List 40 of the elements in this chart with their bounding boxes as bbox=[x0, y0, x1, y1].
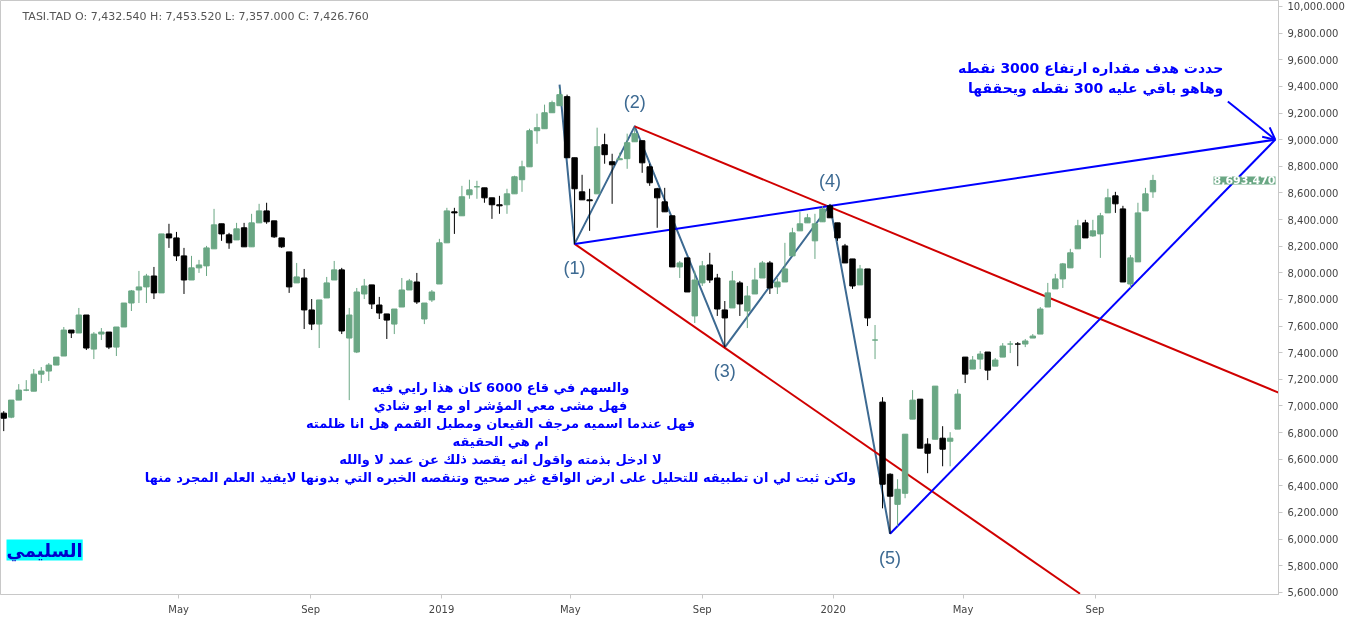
x-tick-label: May bbox=[952, 603, 974, 615]
x-tick-label: 2020 bbox=[820, 603, 846, 615]
x-tick-label: May bbox=[168, 603, 190, 615]
y-tick-label: 8,400.000 bbox=[1287, 214, 1339, 226]
x-tick-label: Sep bbox=[1085, 603, 1105, 615]
y-tick-label: 8,800.000 bbox=[1287, 161, 1339, 173]
annotation: (5) bbox=[879, 547, 902, 568]
annotation: (3) bbox=[713, 361, 736, 382]
y-tick-label: 5,800.000 bbox=[1287, 560, 1339, 572]
y-tick-label: 7,200.000 bbox=[1287, 374, 1339, 386]
text: TASI.TAD O: 7,432.540 H: 7,453.520 L: 7,357.000 C: 7,426.760 bbox=[21, 10, 369, 23]
y-tick-label: 8,200.000 bbox=[1287, 241, 1339, 253]
annotation: (2) bbox=[623, 92, 646, 113]
x-tick-label: Sep bbox=[301, 603, 321, 615]
y-tick-label: 9,000.000 bbox=[1287, 134, 1339, 146]
y-tick-label: 7,000.000 bbox=[1287, 400, 1339, 412]
annotation: حددت هدف مقداره ارتفاع 3000 نقطه وهاهو باقي عليه 300 نقطه ويحققها bbox=[958, 60, 1224, 97]
y-tick-label: 8,000.000 bbox=[1287, 267, 1339, 279]
y-tick-label: 7,800.000 bbox=[1287, 294, 1339, 306]
x-tick-label: May bbox=[559, 603, 581, 615]
y-tick-label: 7,600.000 bbox=[1287, 321, 1339, 333]
y-tick-label: 7,400.000 bbox=[1287, 347, 1339, 359]
y-tick-label: 6,000.000 bbox=[1287, 534, 1339, 546]
y-tick-label: 5,600.000 bbox=[1287, 587, 1339, 599]
annotation: السليمي bbox=[6, 539, 83, 562]
y-tick-label: 6,800.000 bbox=[1287, 427, 1339, 439]
x-tick-label: Sep bbox=[692, 603, 712, 615]
y-tick-label: 9,200.000 bbox=[1287, 108, 1339, 120]
annotation: (1) bbox=[563, 257, 586, 278]
x-tick-label: 2019 bbox=[428, 603, 455, 615]
y-tick-label: 6,200.000 bbox=[1287, 507, 1339, 519]
annotation: 8,693.470 bbox=[1213, 174, 1276, 188]
y-tick-label: 6,600.000 bbox=[1287, 454, 1339, 466]
y-tick-label: 9,600.000 bbox=[1287, 54, 1339, 66]
y-tick-label: 6,400.000 bbox=[1287, 480, 1339, 492]
y-tick-label: 9,800.000 bbox=[1287, 28, 1339, 40]
annotation: (4) bbox=[818, 170, 841, 191]
y-tick-label: 9,400.000 bbox=[1287, 81, 1339, 93]
y-tick-label: 8,600.000 bbox=[1287, 187, 1339, 199]
y-tick-label: 10,000.000 bbox=[1287, 1, 1345, 13]
